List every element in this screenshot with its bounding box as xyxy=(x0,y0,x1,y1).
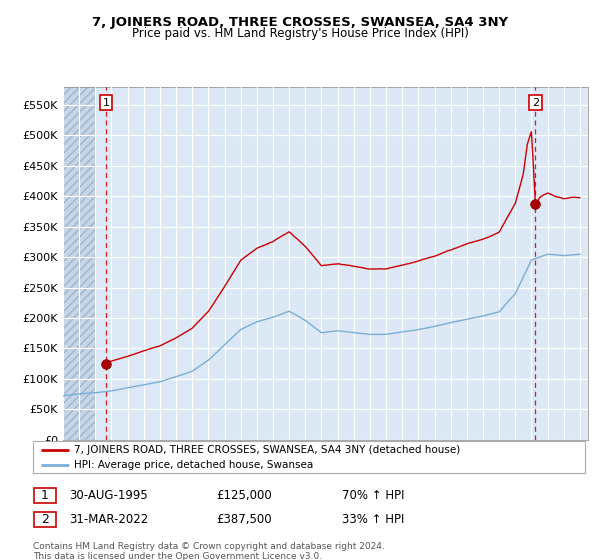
Text: Price paid vs. HM Land Registry's House Price Index (HPI): Price paid vs. HM Land Registry's House … xyxy=(131,27,469,40)
FancyBboxPatch shape xyxy=(34,488,56,503)
Text: 2: 2 xyxy=(41,512,49,526)
Text: 7, JOINERS ROAD, THREE CROSSES, SWANSEA, SA4 3NY (detached house): 7, JOINERS ROAD, THREE CROSSES, SWANSEA,… xyxy=(74,445,461,455)
Text: 2: 2 xyxy=(532,97,539,108)
FancyBboxPatch shape xyxy=(34,512,56,526)
Text: 31-MAR-2022: 31-MAR-2022 xyxy=(69,512,148,526)
Text: 7, JOINERS ROAD, THREE CROSSES, SWANSEA, SA4 3NY: 7, JOINERS ROAD, THREE CROSSES, SWANSEA,… xyxy=(92,16,508,29)
Text: £125,000: £125,000 xyxy=(216,489,272,502)
Text: HPI: Average price, detached house, Swansea: HPI: Average price, detached house, Swan… xyxy=(74,460,314,470)
Text: £387,500: £387,500 xyxy=(216,512,272,526)
Text: Contains HM Land Registry data © Crown copyright and database right 2024.
This d: Contains HM Land Registry data © Crown c… xyxy=(33,542,385,560)
Text: 33% ↑ HPI: 33% ↑ HPI xyxy=(342,512,404,526)
Text: 1: 1 xyxy=(103,97,109,108)
Text: 70% ↑ HPI: 70% ↑ HPI xyxy=(342,489,404,502)
Text: 30-AUG-1995: 30-AUG-1995 xyxy=(69,489,148,502)
Text: 1: 1 xyxy=(41,489,49,502)
Bar xyxy=(63,87,95,440)
FancyBboxPatch shape xyxy=(33,441,585,473)
